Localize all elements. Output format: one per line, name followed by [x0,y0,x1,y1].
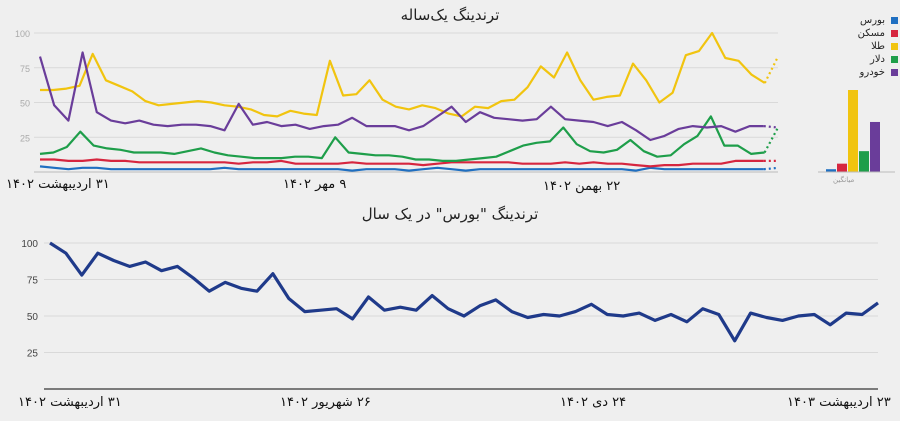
legend-swatch-icon [891,17,898,24]
series-line [39,165,764,172]
average-label: میانگین [833,176,855,184]
series-projection-line [763,166,779,171]
series-line [40,158,764,168]
legend-label: طلا [871,41,885,52]
average-bar [848,90,858,172]
legend-label: خودرو [859,67,885,78]
average-bar [870,121,880,172]
legend-swatch-icon [891,30,898,37]
y-tick-label: 25 [20,133,30,143]
y-tick-label: 50 [20,99,30,109]
y-tick-label: 100 [15,29,30,39]
average-bar [826,169,836,172]
series-projection-line [763,127,779,154]
average-bar [837,163,847,172]
legend-item-boors[interactable]: بورس [818,14,898,27]
top-x-label-1: ۳۱ اردیبهشت ۱۴۰۲ [6,177,110,192]
legend-item-khodro[interactable]: خودرو [818,66,898,79]
bottom-x-label-1: ۳۱ اردیبهشت ۱۴۰۲ [18,395,122,410]
average-bar [859,151,869,172]
bottom-chart-title: ترندینگ "بورس" در یک سال [361,205,539,223]
y-tick-label: 25 [27,349,39,360]
series-line [49,241,879,343]
y-tick-label: 75 [20,64,30,74]
legend-swatch-icon [891,56,898,63]
bottom-x-label-2: ۲۶ شهریور ۱۴۰۲ [280,395,371,410]
bottom-x-label-3: ۲۴ دی ۱۴۰۲ [560,395,627,410]
legend-swatch-icon [891,43,898,50]
legend-item-tala[interactable]: طلا [818,40,898,53]
y-tick-label: 75 [27,276,39,287]
series-line [40,31,766,118]
y-tick-label: 50 [27,312,39,323]
series-line [39,115,765,162]
top-x-label-2: ۹ مهر ۱۴۰۲ [283,177,347,192]
legend-item-dollar[interactable]: دلار [818,53,898,66]
y-tick-label: 100 [21,239,38,250]
legend-label: بورس [860,15,885,26]
legend-swatch-icon [891,69,898,76]
legend-item-maskan[interactable]: مسکن [818,27,898,40]
series-projection-line [763,125,779,129]
legend-label: مسکن [857,28,885,39]
legend-label: دلار [870,54,885,65]
series-line [38,51,764,142]
series-projection-line [763,56,779,84]
top-chart-legend: بورس مسکن طلا دلار خودرو [818,14,898,79]
top-x-label-3: ۲۲ بهمن ۱۴۰۲ [543,179,621,194]
bottom-x-label-4: ۲۳ اردیبهشت ۱۴۰۳ [787,395,891,410]
top-chart-title: ترندینگ یک‌ساله [400,6,500,24]
